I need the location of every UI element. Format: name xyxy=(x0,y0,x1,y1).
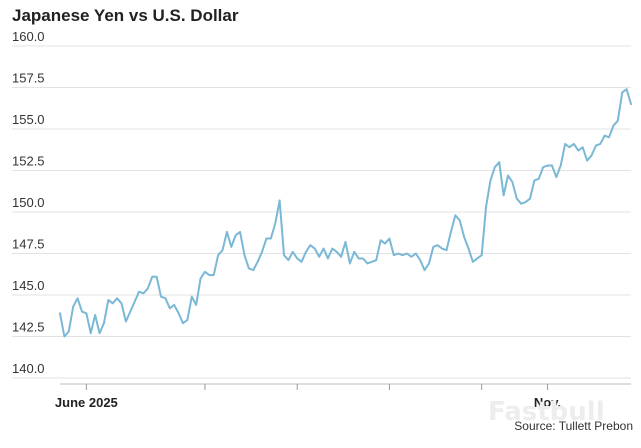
x-tick-label: Nov. xyxy=(534,395,561,410)
chart-source: Source: Tullett Prebon xyxy=(514,419,633,433)
x-tick-label: June 2025 xyxy=(55,395,118,410)
chart-title: Japanese Yen vs U.S. Dollar xyxy=(12,6,239,25)
y-tick-label: 147.5 xyxy=(12,237,45,252)
x-axis-ticks: June 2025 Nov. xyxy=(55,383,631,410)
y-tick-label: 150.0 xyxy=(12,195,45,210)
y-tick-label: 145.0 xyxy=(12,278,45,293)
y-axis-ticks: 140.0 142.5 145.0 147.5 150.0 152.5 155.0 157.5… xyxy=(12,29,45,376)
y-tick-label: 142.5 xyxy=(12,320,45,335)
y-tick-label: 160.0 xyxy=(12,29,45,44)
y-tick-label: 140.0 xyxy=(12,361,45,376)
series-line xyxy=(59,88,632,338)
grid-lines xyxy=(12,45,631,379)
watermark-text: Fastbull xyxy=(488,397,605,427)
y-tick-label: 157.5 xyxy=(12,71,45,86)
y-tick-label: 155.0 xyxy=(12,112,45,127)
y-tick-label: 152.5 xyxy=(12,154,45,169)
